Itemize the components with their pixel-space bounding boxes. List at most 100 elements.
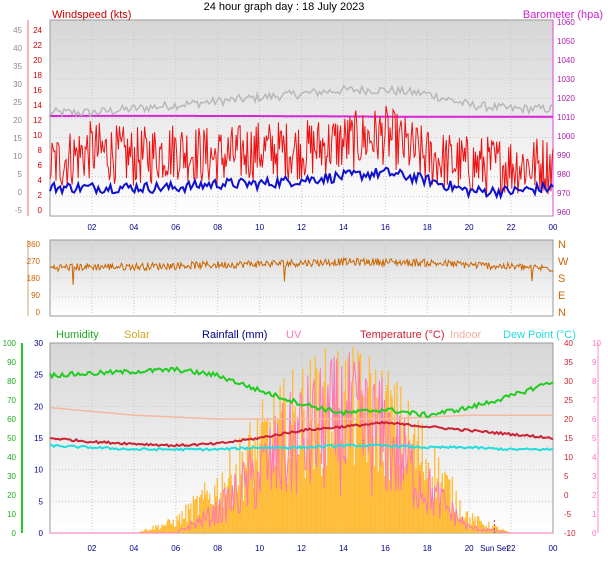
x-tick-label: 16: [381, 223, 390, 232]
temperature-tick-label: -5: [564, 510, 572, 519]
right-tick-label: 1030: [557, 75, 575, 84]
x-tick-label: 08: [213, 223, 222, 232]
right-tick-label: 1020: [557, 94, 575, 103]
uv-tick-label: 1: [592, 510, 597, 519]
humidity-tick-label: 20: [7, 491, 16, 500]
compass-label: N: [558, 307, 566, 319]
left-tick-label: 45: [13, 26, 22, 35]
inner-tick-label: 12: [33, 116, 42, 125]
right-tick-label: 960: [557, 208, 571, 217]
x-tick-label: Sun Set: [480, 544, 509, 553]
right-tick-label: 1000: [557, 132, 575, 141]
inner-tick-label: 2: [38, 191, 43, 200]
average-wind-line: [49, 166, 554, 201]
x-tick-label: 18: [423, 544, 432, 553]
uv-line: [50, 352, 553, 534]
humidity-line: [49, 365, 554, 419]
legend-entry: Temperature (°C): [360, 329, 444, 341]
uv-tick-label: 2: [592, 491, 597, 500]
compass-label: N: [558, 239, 566, 251]
inner-tick-label: 22: [33, 41, 42, 50]
inner-tick-label: 6: [38, 161, 43, 170]
right-tick-label: 990: [557, 151, 571, 160]
right-tick-label: 970: [557, 189, 571, 198]
compass-label: W: [558, 256, 569, 268]
temperature-tick-label: 30: [564, 377, 573, 386]
barometer-line: [50, 114, 553, 118]
temperature-tick-label: 40: [564, 339, 573, 348]
uv-tick-label: 5: [592, 434, 597, 443]
direction-tick-label: 90: [31, 291, 40, 300]
uv-tick-label: 6: [592, 415, 597, 424]
humidity-tick-label: 30: [7, 472, 16, 481]
direction-tick-label: 270: [27, 257, 41, 266]
direction-line: [49, 256, 554, 285]
x-tick-label: 20: [465, 223, 474, 232]
x-tick-label: 08: [213, 544, 222, 553]
windspeed-line: [49, 105, 554, 196]
uv-tick-label: 10: [592, 339, 601, 348]
rainfall-tick-label: 10: [34, 466, 43, 475]
right-tick-label: 1060: [557, 18, 575, 27]
inner-tick-label: 24: [33, 26, 42, 35]
humidity-tick-label: 10: [7, 510, 16, 519]
x-tick-label: 04: [129, 223, 138, 232]
x-tick-label: 06: [171, 544, 180, 553]
legend-entry: Dew Point (°C): [503, 329, 576, 341]
x-tick-label: 00: [549, 544, 558, 553]
temperature-tick-label: 15: [564, 434, 573, 443]
compass-label: S: [558, 273, 565, 285]
right-tick-label: 1010: [557, 113, 575, 122]
uv-tick-label: 7: [592, 396, 597, 405]
right-tick-label: 980: [557, 170, 571, 179]
barometer-axis-label: Barometer (hpa): [523, 9, 603, 21]
left-tick-label: 5: [18, 170, 23, 179]
indoor-line: [49, 406, 553, 420]
humidity-tick-label: 90: [7, 358, 16, 367]
x-tick-label: 02: [87, 223, 96, 232]
temperature-tick-label: 5: [564, 472, 569, 481]
temperature-tick-label: 25: [564, 396, 573, 405]
inner-tick-label: 20: [33, 56, 42, 65]
humidity-tick-label: 100: [3, 339, 17, 348]
x-tick-label: 00: [549, 223, 558, 232]
dewpoint-line: [49, 443, 554, 452]
right-tick-label: 1040: [557, 56, 575, 65]
temperature-tick-label: 0: [564, 491, 569, 500]
inner-tick-label: 0: [38, 206, 43, 215]
x-tick-label: 16: [381, 544, 390, 553]
temperature-tick-label: -10: [564, 529, 576, 538]
graph-title: 24 hour graph day : 18 July 2023: [204, 1, 365, 13]
left-tick-label: 40: [13, 44, 22, 53]
inner-tick-label: 10: [33, 131, 42, 140]
x-tick-label: 04: [129, 544, 138, 553]
uv-tick-label: 9: [592, 358, 597, 367]
x-tick-label: 20: [465, 544, 474, 553]
x-tick-label: 14: [339, 544, 348, 553]
direction-tick-label: 180: [27, 274, 41, 283]
humidity-tick-label: 50: [7, 434, 16, 443]
x-tick-label: 02: [87, 544, 96, 553]
left-tick-label: -5: [15, 206, 23, 215]
left-tick-label: 0: [18, 188, 23, 197]
humidity-tick-label: 0: [12, 529, 17, 538]
inner-tick-label: 14: [33, 101, 42, 110]
left-tick-label: 10: [13, 152, 22, 161]
inner-tick-label: 18: [33, 71, 42, 80]
left-tick-label: 25: [13, 98, 22, 107]
x-tick-label: 22: [507, 544, 516, 553]
temperature-line: [49, 420, 554, 448]
uv-tick-label: 3: [592, 472, 597, 481]
inner-tick-label: 16: [33, 86, 42, 95]
inner-tick-label: 4: [38, 176, 43, 185]
humidity-tick-label: 40: [7, 453, 16, 462]
x-tick-label: 10: [255, 544, 264, 553]
inner-tick-label: 8: [38, 146, 43, 155]
humidity-tick-label: 80: [7, 377, 16, 386]
legend-entry: Humidity: [56, 329, 99, 341]
left-tick-label: 30: [13, 80, 22, 89]
rainfall-tick-label: 0: [39, 529, 44, 538]
wind-panel: -505101520253035404502468101214161820222…: [13, 9, 603, 232]
